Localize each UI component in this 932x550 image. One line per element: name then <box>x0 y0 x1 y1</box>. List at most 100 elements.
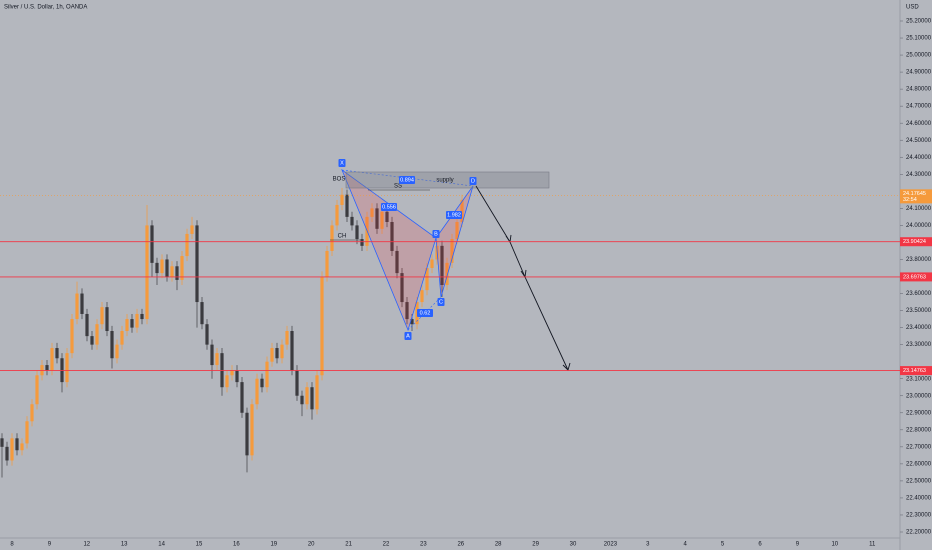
candle-body <box>165 259 169 277</box>
candle-body <box>95 324 99 345</box>
x-tick-label: 6 <box>758 542 762 548</box>
level-label: 23.14763 <box>903 368 926 374</box>
y-tick-label: 23.50000 <box>906 308 932 314</box>
ratio-tag <box>446 211 462 219</box>
candle-body <box>300 395 304 405</box>
candle-body <box>10 438 14 461</box>
candle-body <box>380 211 384 229</box>
candle-body <box>145 225 149 320</box>
y-tick-label: 24.30000 <box>906 172 932 178</box>
ratio-label: 1.982 <box>447 212 461 218</box>
candle-body <box>185 233 189 257</box>
x-tick-label: 11 <box>869 542 876 548</box>
candle-body <box>400 273 404 303</box>
candle-body <box>20 443 24 451</box>
candle-body <box>315 375 319 410</box>
candle-body <box>135 313 139 328</box>
candle-body <box>25 421 29 444</box>
candle-body <box>350 216 354 226</box>
candle-body <box>35 375 39 405</box>
level-tag <box>900 272 932 282</box>
x-tick-label: 10 <box>831 542 838 548</box>
candle-body <box>270 348 274 362</box>
candle-body <box>215 353 219 366</box>
candle-body <box>110 331 114 359</box>
candle-body <box>155 262 159 274</box>
candle-body <box>255 378 259 405</box>
candle-body <box>390 221 394 251</box>
candle-body <box>355 225 359 240</box>
candle-body <box>225 375 229 388</box>
y-tick-label: 24.70000 <box>906 104 932 110</box>
candle-body <box>205 324 209 345</box>
y-tick-label: 24.90000 <box>906 70 932 76</box>
pattern-point: B <box>434 231 438 237</box>
candle-body <box>180 256 184 280</box>
supply-zone <box>345 171 550 189</box>
ratio-tag <box>399 176 415 184</box>
ss-label: SS <box>394 184 402 190</box>
candle-body <box>285 331 289 345</box>
pattern-point: A <box>406 333 410 339</box>
y-tick-label: 23.60000 <box>906 291 932 297</box>
y-tick-label: 22.30000 <box>906 513 932 519</box>
candle-body <box>370 208 374 217</box>
level-label: 23.90424 <box>903 239 926 245</box>
candle-body <box>100 307 104 325</box>
pattern-point-tag <box>469 177 477 185</box>
candle-body <box>85 313 89 337</box>
candle-body <box>335 204 339 226</box>
y-tick-label: 24.40000 <box>906 155 932 161</box>
candle-body <box>260 378 264 388</box>
projection-arrow <box>475 185 569 371</box>
y-tick-label: 22.20000 <box>906 530 932 536</box>
candle-body <box>115 344 119 359</box>
candle-body <box>385 211 389 222</box>
candle-body <box>345 194 349 217</box>
x-tick-label: 9 <box>48 542 52 548</box>
candle-body <box>70 319 74 354</box>
candle-body <box>240 382 244 413</box>
candle-body <box>455 221 459 240</box>
candle-body <box>45 365 49 371</box>
level-tag <box>900 237 932 247</box>
candle-body <box>440 245 444 286</box>
y-tick-label: 22.40000 <box>906 496 932 502</box>
ratio-label: 0.556 <box>382 204 396 210</box>
y-tick-label: 24.60000 <box>906 121 932 127</box>
candle-body <box>15 438 19 451</box>
x-tick-label: 3 <box>646 542 650 548</box>
y-tick-label: 22.50000 <box>906 478 932 484</box>
y-tick-label: 24.80000 <box>906 87 932 93</box>
y-tick-label: 25.10000 <box>906 36 932 42</box>
candle-body <box>305 387 309 405</box>
ratio-tag <box>417 309 433 317</box>
x-tick-label: 20 <box>308 542 315 548</box>
candle-body <box>140 313 144 320</box>
candle-body <box>195 225 199 303</box>
candle-body <box>360 239 364 246</box>
candle-body <box>130 319 134 328</box>
candle-body <box>80 293 84 314</box>
x-tick-label: 29 <box>532 542 539 548</box>
candle-body <box>175 266 179 280</box>
pattern-point-tag <box>338 159 346 167</box>
ratio-label: 0.894 <box>400 177 414 183</box>
candle-body <box>200 302 204 325</box>
y-tick-label: 22.80000 <box>906 427 932 433</box>
y-tick-label: 24.10000 <box>906 206 932 212</box>
y-tick-label: 23.00000 <box>906 393 932 399</box>
candle-body <box>105 307 109 332</box>
y-tick-label: 25.20000 <box>906 19 932 25</box>
candle-body <box>405 302 409 320</box>
candle-body <box>150 225 154 263</box>
candle-body <box>75 293 79 320</box>
ratio-label: 0.62 <box>420 310 431 316</box>
candle-body <box>210 344 214 366</box>
candle-body <box>340 194 344 205</box>
y-tick-label: 22.70000 <box>906 444 932 450</box>
candle-body <box>50 348 54 371</box>
x-tick-label: 4 <box>684 542 688 548</box>
